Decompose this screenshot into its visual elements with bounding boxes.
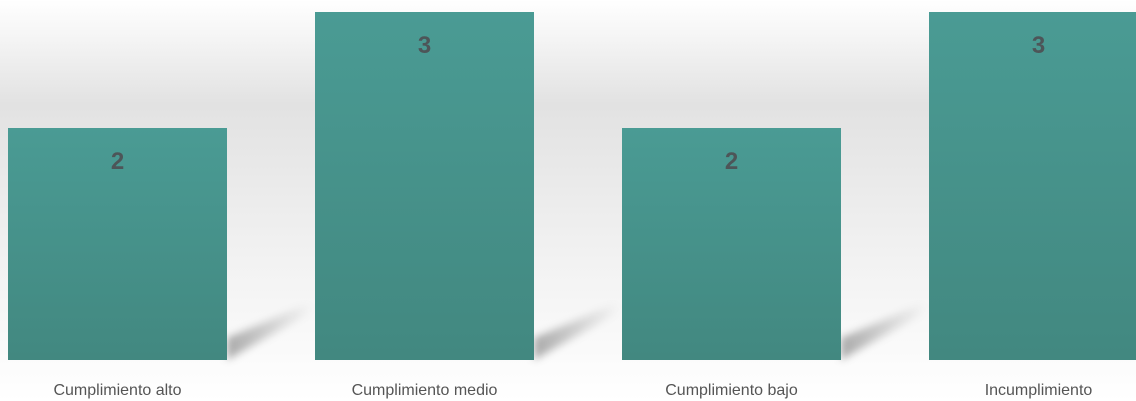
bar-cumplimiento-medio[interactable]	[315, 12, 534, 360]
data-label: 3	[1032, 32, 1045, 59]
bar-cumplimiento-alto[interactable]	[8, 128, 227, 360]
bar-cumplimiento-bajo[interactable]	[622, 128, 841, 360]
x-tick-label: Incumplimiento	[985, 382, 1093, 399]
bars-group	[8, 12, 1136, 360]
bar-shadow	[841, 302, 926, 360]
x-tick-label: Cumplimiento medio	[352, 382, 498, 399]
data-label: 3	[418, 32, 431, 59]
data-labels-group: 2 3 2 3	[111, 32, 1045, 175]
data-label: 2	[111, 148, 124, 175]
bar-shadow	[227, 302, 312, 360]
data-label: 2	[725, 148, 738, 175]
x-axis-tick-labels: Cumplimiento alto Cumplimiento medio Cumpl…	[53, 382, 1092, 399]
x-tick-label: Cumplimiento bajo	[665, 382, 798, 399]
bar-shadows	[227, 302, 926, 360]
bar-incumplimiento[interactable]	[929, 12, 1136, 360]
x-tick-label: Cumplimiento alto	[53, 382, 181, 399]
bar-shadow	[534, 302, 619, 360]
